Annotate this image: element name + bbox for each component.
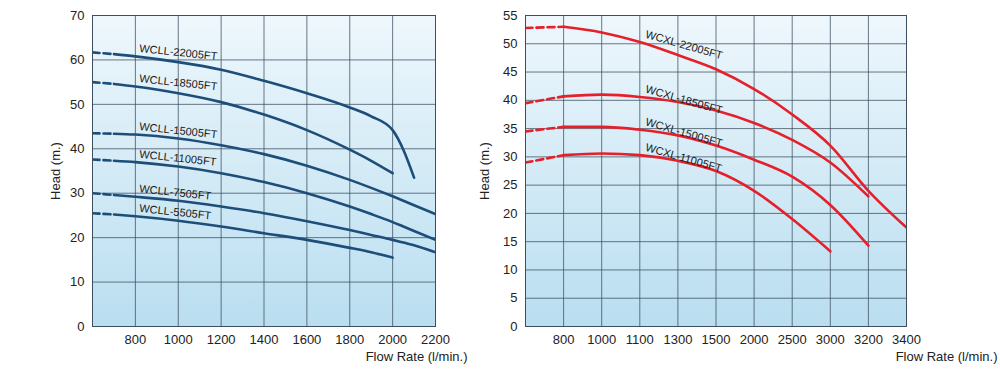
svg-text:2000: 2000 <box>740 332 769 347</box>
svg-text:3400: 3400 <box>892 332 921 347</box>
svg-text:3200: 3200 <box>854 332 883 347</box>
svg-text:30: 30 <box>70 185 84 200</box>
svg-text:Head (m.): Head (m.) <box>48 142 63 200</box>
svg-text:45: 45 <box>503 64 517 79</box>
svg-text:1600: 1600 <box>292 332 321 347</box>
svg-text:WCXL-15005FT: WCXL-15005FT <box>644 115 724 149</box>
svg-text:30: 30 <box>503 149 517 164</box>
svg-text:WCLL-5505FT: WCLL-5505FT <box>139 202 212 222</box>
svg-text:55: 55 <box>503 8 517 23</box>
svg-text:WCXL-22005FT: WCXL-22005FT <box>644 28 724 62</box>
svg-text:35: 35 <box>503 121 517 136</box>
svg-text:1100: 1100 <box>626 332 654 347</box>
svg-text:20: 20 <box>70 230 84 245</box>
svg-text:WCLL-22005FT: WCLL-22005FT <box>139 42 218 62</box>
svg-text:10: 10 <box>70 274 84 289</box>
svg-text:800: 800 <box>553 332 575 347</box>
svg-text:Flow Rate (l/min.): Flow Rate (l/min.) <box>366 349 468 364</box>
svg-text:1000: 1000 <box>164 332 193 347</box>
svg-text:2500: 2500 <box>778 332 807 347</box>
svg-text:1800: 1800 <box>335 332 364 347</box>
svg-text:1500: 1500 <box>702 332 731 347</box>
svg-text:Flow Rate (l/min.): Flow Rate (l/min.) <box>896 349 998 364</box>
svg-text:50: 50 <box>70 97 84 112</box>
svg-text:1000: 1000 <box>587 332 616 347</box>
svg-text:70: 70 <box>70 8 84 23</box>
svg-text:2200: 2200 <box>421 332 450 347</box>
svg-text:40: 40 <box>503 92 517 107</box>
svg-text:1200: 1200 <box>207 332 236 347</box>
svg-text:WCXL-18505FT: WCXL-18505FT <box>644 83 724 117</box>
svg-text:1300: 1300 <box>663 332 692 347</box>
svg-text:3000: 3000 <box>816 332 845 347</box>
svg-text:Head (m.): Head (m.) <box>477 142 492 200</box>
svg-text:10: 10 <box>503 262 517 277</box>
svg-text:WCLL-11005FT: WCLL-11005FT <box>139 148 218 168</box>
svg-text:WCLL-15005FT: WCLL-15005FT <box>139 120 218 140</box>
svg-text:5: 5 <box>510 290 517 305</box>
svg-text:60: 60 <box>70 52 84 67</box>
svg-text:800: 800 <box>125 332 147 347</box>
svg-text:WCLL-7505FT: WCLL-7505FT <box>139 182 212 202</box>
svg-text:0: 0 <box>77 319 84 334</box>
svg-text:0: 0 <box>510 319 517 334</box>
svg-text:2000: 2000 <box>378 332 407 347</box>
svg-text:15: 15 <box>503 234 517 249</box>
svg-text:WCLL-18505FT: WCLL-18505FT <box>139 72 218 92</box>
svg-text:25: 25 <box>503 177 517 192</box>
svg-text:1400: 1400 <box>250 332 279 347</box>
svg-text:40: 40 <box>70 141 84 156</box>
svg-text:20: 20 <box>503 206 517 221</box>
svg-text:50: 50 <box>503 36 517 51</box>
svg-text:WCXL-11005FT: WCXL-11005FT <box>644 141 723 174</box>
